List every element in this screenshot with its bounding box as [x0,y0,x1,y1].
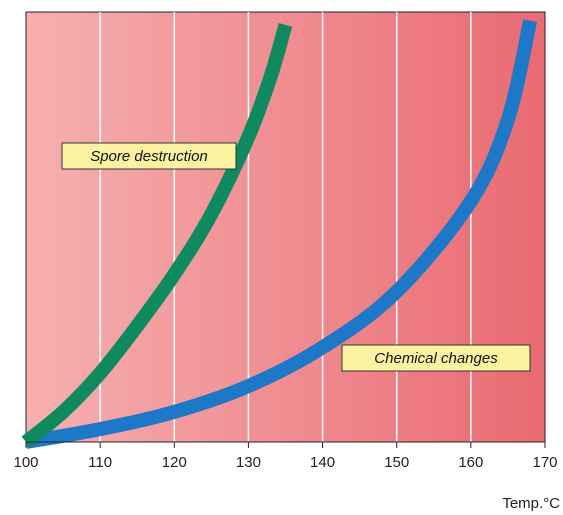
x-ticks: 100 110 120 130 140 150 160 170 [13,442,558,471]
x-tick-label: 170 [532,454,557,471]
annotation-layer: Spore destruction Chemical changes [61,142,531,372]
x-axis-title: Temp.°C [502,495,560,512]
x-tick-label: 140 [310,454,335,471]
x-tick-label: 150 [384,454,409,471]
annotation-box [61,142,237,170]
series-line-0 [21,22,293,448]
annotation-box [341,344,531,372]
x-tick-label: 100 [13,454,38,471]
annotation-label: Chemical changes [374,350,498,367]
x-tick-label: 160 [458,454,483,471]
x-tick-label: 120 [162,454,187,471]
series-line-1 [24,19,538,449]
x-tick-label: 130 [236,454,261,471]
x-tick-label: 110 [88,454,112,471]
series-layer [21,19,538,449]
annotation-label: Spore destruction [90,148,208,165]
